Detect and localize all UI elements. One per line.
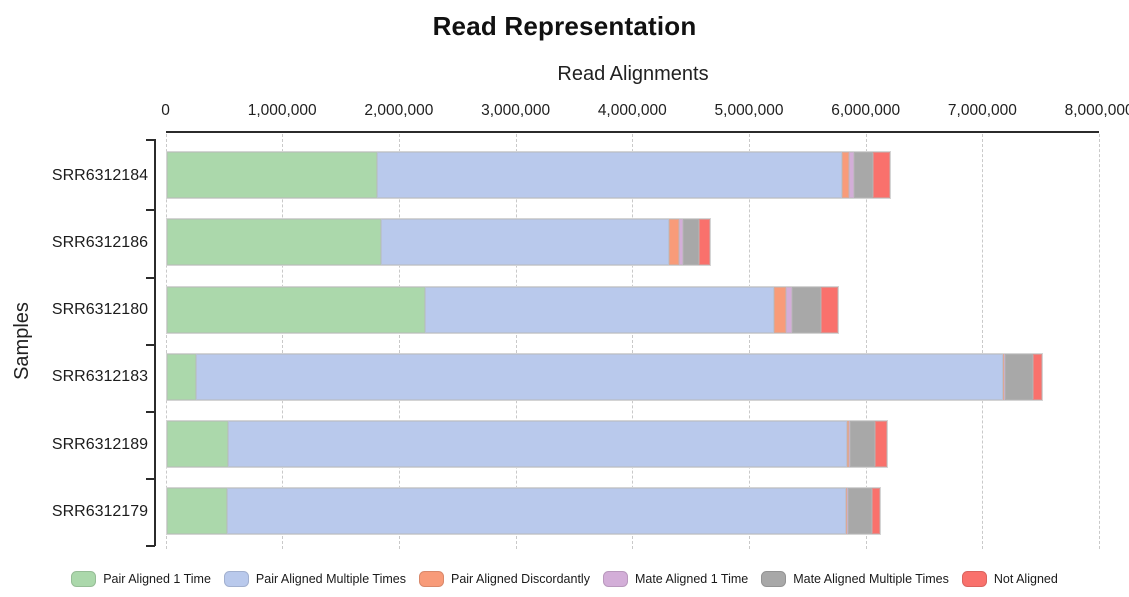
- legend-label: Not Aligned: [993, 572, 1058, 586]
- bar-segment-pair-aligned-multiple-times: [227, 421, 847, 467]
- bar-row-SRR6312184: [166, 151, 891, 200]
- chart-title: Read Representation: [432, 11, 697, 41]
- legend-item-not-aligned[interactable]: Not Aligned: [961, 571, 1058, 587]
- bar-segment-pair-aligned-1-time: [167, 353, 197, 400]
- bar-row-SRR6312183: [166, 352, 1043, 401]
- bar-segment-not-aligned: [873, 152, 890, 199]
- bar-segment-pair-aligned-1-time: [167, 488, 227, 535]
- bar-segment-pair-aligned-discordantly: [841, 152, 849, 199]
- bar-segment-not-aligned: [875, 421, 887, 467]
- bar-segment-pair-aligned-discordantly: [1002, 353, 1004, 400]
- bar-segment-not-aligned: [820, 286, 839, 333]
- bar-row-SRR6312189: [166, 420, 888, 468]
- bar-segment-mate-aligned-multiple-times: [848, 488, 873, 535]
- bar-segment-mate-aligned-multiple-times: [854, 152, 874, 199]
- legend-item-pair-aligned-1-time[interactable]: Pair Aligned 1 Time: [71, 571, 211, 587]
- bar-segment-mate-aligned-multiple-times: [1005, 353, 1033, 400]
- y-axis-tick: [146, 209, 155, 212]
- bar-segment-pair-aligned-discordantly: [845, 488, 847, 535]
- x-tick-label: 1,000,000: [247, 102, 317, 119]
- gridline: [865, 134, 867, 549]
- bar-segment-mate-aligned-multiple-times: [683, 219, 699, 266]
- y-axis-tick: [146, 276, 155, 279]
- x-tick-label: 3,000,000: [481, 102, 551, 119]
- bar-segment-mate-aligned-1-time: [846, 488, 849, 535]
- bar-row-SRR6312179: [166, 487, 882, 536]
- bar-segment-pair-aligned-multiple-times: [380, 219, 670, 266]
- legend-item-pair-aligned-multiple-times[interactable]: Pair Aligned Multiple Times: [223, 571, 406, 587]
- legend-swatch: [71, 571, 97, 587]
- bar-segment-pair-aligned-discordantly: [669, 219, 679, 266]
- legend-label: Pair Aligned 1 Time: [103, 572, 211, 586]
- bar-segment-pair-aligned-multiple-times: [196, 353, 1003, 400]
- legend-label: Mate Aligned Multiple Times: [793, 572, 949, 586]
- gridline: [515, 134, 517, 549]
- y-axis-line: [154, 139, 156, 546]
- y-axis-tick: [146, 139, 155, 141]
- y-axis-tick: [146, 343, 155, 346]
- legend-swatch: [223, 571, 249, 587]
- category-label: SRR6312180: [51, 301, 148, 319]
- legend-swatch: [602, 571, 628, 587]
- legend-item-mate-aligned-1-time[interactable]: Mate Aligned 1 Time: [602, 571, 749, 587]
- bar-segment-mate-aligned-1-time: [848, 421, 851, 467]
- bar-segment-pair-aligned-discordantly: [773, 286, 786, 333]
- x-tick-label: 8,000,000: [1064, 102, 1129, 119]
- bar-segment-mate-aligned-1-time: [1003, 353, 1006, 400]
- category-label: SRR6312183: [51, 368, 148, 386]
- category-label: SRR6312184: [51, 166, 148, 184]
- y-axis-tick: [146, 545, 155, 547]
- gridline: [982, 134, 984, 549]
- legend-swatch: [761, 571, 787, 587]
- y-axis-tick: [146, 478, 155, 481]
- x-tick-label: 0: [161, 102, 170, 119]
- legend-swatch: [418, 571, 444, 587]
- legend: Pair Aligned 1 Time Pair Aligned Multiple…: [0, 571, 1129, 587]
- category-label: SRR6312179: [51, 502, 148, 520]
- bar-segment-not-aligned: [872, 488, 881, 535]
- x-tick-label: 4,000,000: [597, 102, 667, 119]
- bar-segment-pair-aligned-discordantly: [846, 421, 849, 467]
- bar-segment-mate-aligned-1-time: [678, 219, 684, 266]
- gridline: [282, 134, 284, 549]
- bar-segment-pair-aligned-1-time: [167, 421, 228, 467]
- bar-row-SRR6312180: [166, 285, 840, 334]
- bar-segment-mate-aligned-1-time: [848, 152, 855, 199]
- bar-segment-pair-aligned-1-time: [167, 152, 378, 199]
- x-tick-label: 5,000,000: [714, 102, 784, 119]
- gridline: [749, 134, 750, 549]
- category-label: SRR6312186: [51, 233, 148, 251]
- legend-swatch: [961, 571, 987, 587]
- bar-segment-pair-aligned-multiple-times: [425, 286, 774, 333]
- legend-label: Mate Aligned 1 Time: [634, 572, 749, 586]
- x-axis-line: [165, 131, 1100, 133]
- category-label: SRR6312189: [51, 435, 148, 453]
- gridline: [165, 134, 167, 549]
- bar-segment-mate-aligned-1-time: [785, 286, 793, 333]
- bar-segment-not-aligned: [1032, 353, 1042, 400]
- bar-segment-pair-aligned-1-time: [167, 219, 381, 266]
- bar-segment-mate-aligned-multiple-times: [792, 286, 821, 333]
- gridline: [1099, 134, 1101, 549]
- x-tick-label: 2,000,000: [364, 102, 434, 119]
- bar-segment-mate-aligned-multiple-times: [850, 421, 876, 467]
- legend-label: Pair Aligned Discordantly: [450, 572, 590, 586]
- legend-item-mate-aligned-multiple-times[interactable]: Mate Aligned Multiple Times: [761, 571, 949, 587]
- bar-row-SRR6312186: [166, 218, 712, 267]
- bar-segment-pair-aligned-multiple-times: [226, 488, 846, 535]
- x-axis-title: Read Alignments: [557, 63, 709, 85]
- bar-segment-not-aligned: [698, 219, 711, 266]
- y-axis-tick: [146, 410, 155, 413]
- legend-label: Pair Aligned Multiple Times: [255, 572, 406, 586]
- gridline: [398, 134, 400, 549]
- bar-segment-pair-aligned-multiple-times: [377, 152, 842, 199]
- x-tick-label: 6,000,000: [831, 102, 901, 119]
- gridline: [632, 134, 634, 549]
- legend-item-pair-aligned-discordantly[interactable]: Pair Aligned Discordantly: [418, 571, 590, 587]
- bar-segment-pair-aligned-1-time: [167, 286, 426, 333]
- x-tick-label: 7,000,000: [947, 102, 1017, 119]
